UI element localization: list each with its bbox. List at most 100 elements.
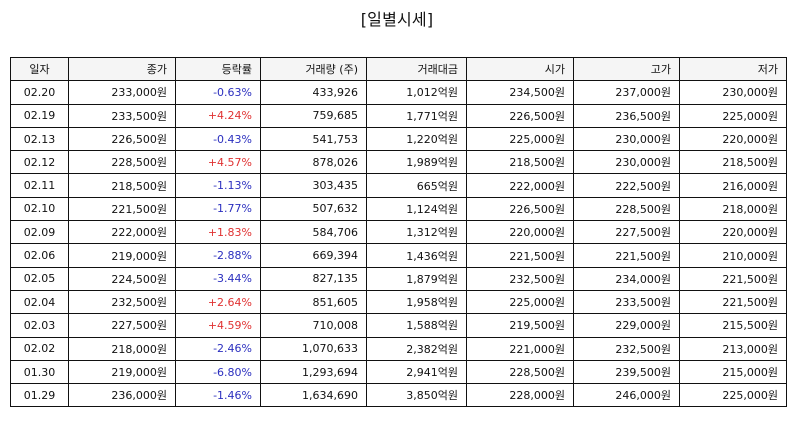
open-cell: 222,000원 — [466, 173, 574, 198]
close-cell: 236,000원 — [68, 383, 176, 408]
close-cell: 219,000원 — [68, 359, 176, 385]
high-cell: 221,500원 — [573, 243, 680, 268]
amount-cell: 1,124억원 — [366, 196, 467, 222]
low-cell: 230,000원 — [679, 80, 787, 105]
change-cell: -0.63% — [175, 80, 261, 105]
open-cell: 218,500원 — [466, 150, 574, 175]
high-cell: 234,000원 — [573, 266, 680, 291]
table-row: 02.09 222,000원 +1.83% 584,706 1,312억원 220,000… — [10, 220, 787, 245]
low-cell: 221,500원 — [679, 266, 787, 291]
close-cell: 222,000원 — [68, 220, 176, 245]
volume-cell: 878,026 — [260, 150, 367, 175]
high-cell: 227,500원 — [573, 220, 680, 245]
high-cell: 228,500원 — [573, 196, 680, 222]
date-cell: 02.13 — [10, 126, 69, 152]
open-cell: 234,500원 — [466, 80, 574, 105]
table-row: 02.05 224,500원 -3.44% 827,135 1,879억원 232,500… — [10, 266, 787, 291]
amount-cell: 2,941억원 — [366, 359, 467, 385]
low-cell: 220,000원 — [679, 126, 787, 152]
date-cell: 01.30 — [10, 359, 69, 385]
table-row: 01.30 219,000원 -6.80% 1,293,694 2,941억원 228,5… — [10, 359, 787, 385]
volume-cell: 710,008 — [260, 313, 367, 338]
change-cell: -1.13% — [175, 173, 261, 198]
column-header-amount: 거래대금 — [366, 56, 467, 82]
volume-cell: 1,634,690 — [260, 383, 367, 408]
column-header-close: 종가 — [68, 56, 176, 82]
open-cell: 232,500원 — [466, 266, 574, 291]
volume-cell: 1,293,694 — [260, 359, 367, 385]
close-cell: 226,500원 — [68, 126, 176, 152]
volume-cell: 541,753 — [260, 126, 367, 152]
open-cell: 225,000원 — [466, 126, 574, 152]
daily-price-table: 일자 종가 등락률 거래량 (주) 거래대금 시가 고가 저가 02.20 233… — [10, 56, 787, 408]
table-header-row: 일자 종가 등락률 거래량 (주) 거래대금 시가 고가 저가 — [10, 56, 787, 82]
change-cell: +4.24% — [175, 103, 261, 128]
open-cell: 219,500원 — [466, 313, 574, 338]
column-header-change: 등락률 — [175, 56, 261, 82]
amount-cell: 1,879억원 — [366, 266, 467, 291]
table-row: 02.20 233,000원 -0.63% 433,926 1,012억원 234,500… — [10, 80, 787, 105]
amount-cell: 1,220억원 — [366, 126, 467, 152]
amount-cell: 2,382억원 — [366, 336, 467, 361]
volume-cell: 851,605 — [260, 289, 367, 315]
volume-cell: 759,685 — [260, 103, 367, 128]
low-cell: 218,500원 — [679, 150, 787, 175]
change-cell: -6.80% — [175, 359, 261, 385]
close-cell: 218,000원 — [68, 336, 176, 361]
amount-cell: 1,989억원 — [366, 150, 467, 175]
volume-cell: 827,135 — [260, 266, 367, 291]
low-cell: 216,000원 — [679, 173, 787, 198]
open-cell: 226,500원 — [466, 196, 574, 222]
change-cell: +4.59% — [175, 313, 261, 338]
change-cell: -3.44% — [175, 266, 261, 291]
high-cell: 222,500원 — [573, 173, 680, 198]
change-cell: +1.83% — [175, 220, 261, 245]
change-cell: -0.43% — [175, 126, 261, 152]
amount-cell: 1,012억원 — [366, 80, 467, 105]
column-header-date: 일자 — [10, 56, 69, 82]
close-cell: 221,500원 — [68, 196, 176, 222]
close-cell: 219,000원 — [68, 243, 176, 268]
low-cell: 220,000원 — [679, 220, 787, 245]
volume-cell: 433,926 — [260, 80, 367, 105]
column-header-volume: 거래량 (주) — [260, 56, 367, 82]
amount-cell: 1,436억원 — [366, 243, 467, 268]
low-cell: 215,500원 — [679, 313, 787, 338]
amount-cell: 1,312억원 — [366, 220, 467, 245]
low-cell: 218,000원 — [679, 196, 787, 222]
table-row: 02.11 218,500원 -1.13% 303,435 665억원 222,000원 2… — [10, 173, 787, 198]
volume-cell: 507,632 — [260, 196, 367, 222]
amount-cell: 1,771억원 — [366, 103, 467, 128]
open-cell: 225,000원 — [466, 289, 574, 315]
high-cell: 236,500원 — [573, 103, 680, 128]
date-cell: 02.09 — [10, 220, 69, 245]
close-cell: 233,500원 — [68, 103, 176, 128]
volume-cell: 584,706 — [260, 220, 367, 245]
close-cell: 227,500원 — [68, 313, 176, 338]
low-cell: 221,500원 — [679, 289, 787, 315]
high-cell: 237,000원 — [573, 80, 680, 105]
date-cell: 02.11 — [10, 173, 69, 198]
close-cell: 232,500원 — [68, 289, 176, 315]
date-cell: 02.20 — [10, 80, 69, 105]
volume-cell: 1,070,633 — [260, 336, 367, 361]
date-cell: 02.03 — [10, 313, 69, 338]
high-cell: 239,500원 — [573, 359, 680, 385]
table-row: 02.19 233,500원 +4.24% 759,685 1,771억원 226,500… — [10, 103, 787, 128]
date-cell: 02.05 — [10, 266, 69, 291]
table-row: 02.03 227,500원 +4.59% 710,008 1,588억원 219,500… — [10, 313, 787, 338]
close-cell: 218,500원 — [68, 173, 176, 198]
table-row: 02.04 232,500원 +2.64% 851,605 1,958억원 225,000… — [10, 289, 787, 315]
amount-cell: 665억원 — [366, 173, 467, 198]
table-row: 02.12 228,500원 +4.57% 878,026 1,989억원 218,500… — [10, 150, 787, 175]
close-cell: 233,000원 — [68, 80, 176, 105]
change-cell: +4.57% — [175, 150, 261, 175]
close-cell: 228,500원 — [68, 150, 176, 175]
date-cell: 02.19 — [10, 103, 69, 128]
table-row: 02.02 218,000원 -2.46% 1,070,633 2,382억원 221,0… — [10, 336, 787, 361]
amount-cell: 3,850억원 — [366, 383, 467, 408]
date-cell: 02.02 — [10, 336, 69, 361]
date-cell: 01.29 — [10, 383, 69, 408]
table-row: 02.13 226,500원 -0.43% 541,753 1,220억원 225,000… — [10, 126, 787, 152]
volume-cell: 669,394 — [260, 243, 367, 268]
